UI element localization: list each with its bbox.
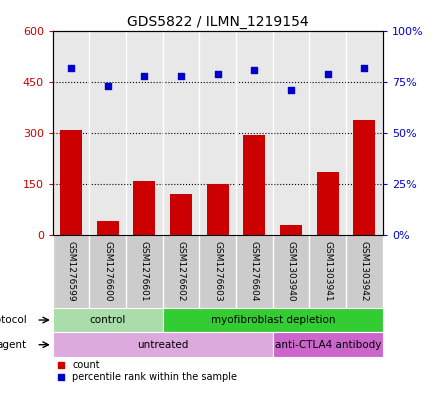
Bar <box>317 172 339 235</box>
Text: GSM1276600: GSM1276600 <box>103 241 112 301</box>
Bar <box>273 332 383 357</box>
Point <box>178 73 185 79</box>
Text: protocol: protocol <box>0 315 26 325</box>
Point <box>288 87 295 94</box>
Text: anti-CTLA4 antibody: anti-CTLA4 antibody <box>275 340 381 350</box>
Text: GSM1303940: GSM1303940 <box>286 241 296 301</box>
Bar <box>207 184 229 235</box>
Text: untreated: untreated <box>137 340 188 350</box>
Point <box>251 67 258 73</box>
Text: GSM1276603: GSM1276603 <box>213 241 222 301</box>
Text: agent: agent <box>0 340 26 350</box>
Text: myofibroblast depletion: myofibroblast depletion <box>211 315 335 325</box>
Bar <box>163 308 383 332</box>
Text: GSM1276604: GSM1276604 <box>250 241 259 301</box>
Point <box>141 73 148 79</box>
Point <box>104 83 111 90</box>
Text: GSM1276601: GSM1276601 <box>140 241 149 301</box>
Bar <box>53 332 273 357</box>
Point <box>68 65 75 71</box>
Bar <box>53 308 163 332</box>
Point <box>361 65 368 71</box>
Text: control: control <box>90 315 126 325</box>
Text: GSM1276602: GSM1276602 <box>176 241 186 301</box>
Bar <box>97 221 119 235</box>
Point <box>324 71 331 77</box>
Bar <box>243 135 265 235</box>
Text: GSM1303942: GSM1303942 <box>360 241 369 301</box>
Text: GSM1303941: GSM1303941 <box>323 241 332 301</box>
Text: GSM1276599: GSM1276599 <box>66 241 76 301</box>
Point <box>214 71 221 77</box>
Legend: count, percentile rank within the sample: count, percentile rank within the sample <box>58 360 237 382</box>
Bar <box>280 225 302 235</box>
Bar <box>133 181 155 235</box>
Bar <box>170 194 192 235</box>
Bar <box>60 130 82 235</box>
Bar <box>353 119 375 235</box>
Title: GDS5822 / ILMN_1219154: GDS5822 / ILMN_1219154 <box>127 15 308 29</box>
